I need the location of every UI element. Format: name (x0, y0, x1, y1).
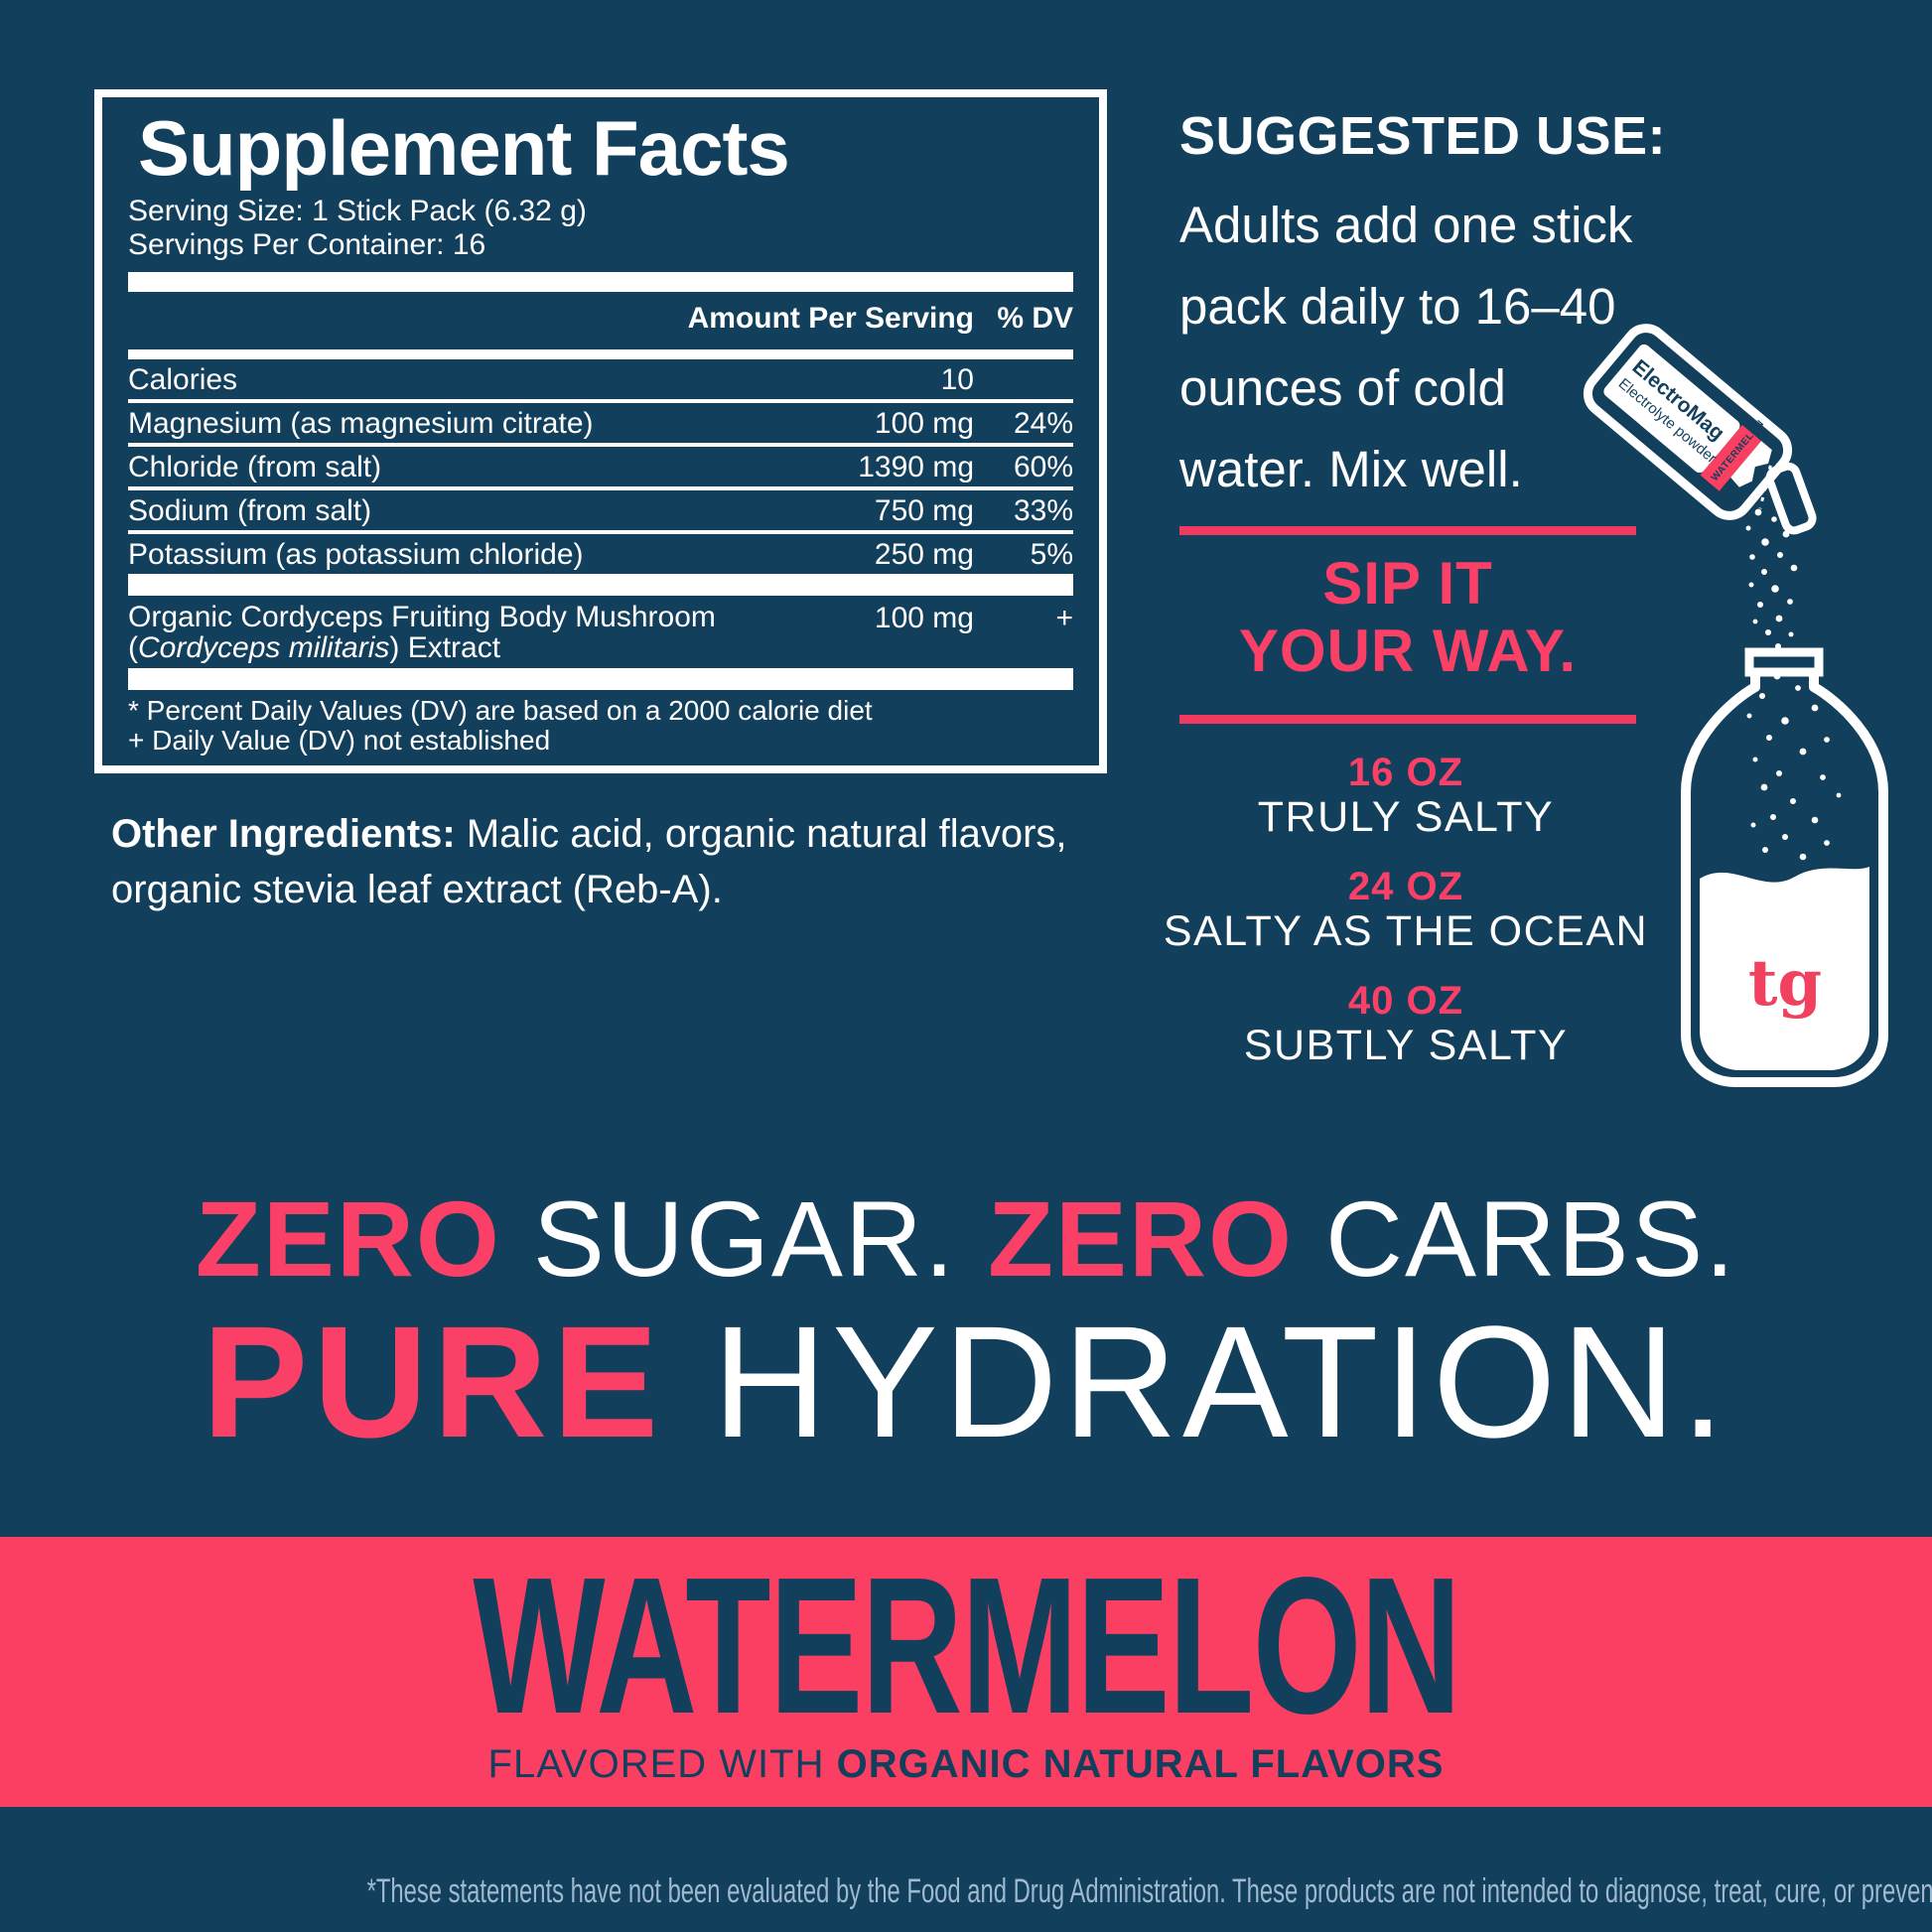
cordyceps-latin-name: Cordyceps militaris (138, 631, 390, 664)
facts-header-row: Amount Per Serving % DV (128, 292, 1073, 344)
thick-rule (128, 668, 1073, 690)
nutrient-row-magnesium: Magnesium (as magnesium citrate) 100 mg … (128, 403, 1073, 447)
sip-label: SALTY AS THE OCEAN (1163, 907, 1649, 955)
other-ingredients: Other Ingredients: Malic acid, organic n… (111, 806, 1183, 917)
headline-sugar: SUGAR. (500, 1178, 988, 1299)
flavor-name: WATERMELON (472, 1537, 1461, 1755)
headline-carbs: CARBS. (1294, 1178, 1737, 1299)
cordyceps-line2-pre: ( (128, 631, 138, 664)
fda-disclaimer: *These statements have not been evaluate… (366, 1872, 1932, 1910)
footnote-dv-not-established: + Daily Value (DV) not established (128, 725, 551, 756)
facts-footnotes: * Percent Daily Values (DV) are based on… (128, 696, 1073, 756)
servings-per-container: Servings Per Container: 16 (128, 228, 486, 261)
supplement-facts-panel: Supplement Facts Serving Size: 1 Stick P… (94, 89, 1107, 773)
sip-ounces: 16 OZ (1347, 751, 1464, 794)
thick-rule (128, 574, 1073, 596)
sip-label: SUBTLY SALTY (1243, 1022, 1569, 1069)
flavor-banner: WATERMELON FLAVORED WITH ORGANIC NATURAL… (0, 1537, 1932, 1807)
nutrient-row-cordyceps-extract: Organic Cordyceps Fruiting Body Mushroom… (128, 596, 1073, 668)
sip-options-list: 16 OZ TRULY SALTY 24 OZ SALTY AS THE OCE… (1120, 751, 1692, 1093)
sip-option-16oz: 16 OZ TRULY SALTY (1120, 751, 1692, 840)
suggested-use-section: SUGGESTED USE: Adults add one stick pack… (1179, 105, 1775, 510)
sip-option-40oz: 40 OZ SUBTLY SALTY (1120, 979, 1692, 1068)
headline-zero-sugar-zero-carbs: ZERO SUGAR. ZERO CARBS. (0, 1185, 1932, 1293)
suggested-use-heading: SUGGESTED USE: (1179, 106, 1667, 166)
nutrient-row-calories: Calories 10 (128, 359, 1073, 403)
pink-divider-top (1179, 526, 1636, 535)
cordyceps-line1: Organic Cordyceps Fruiting Body Mushroom (128, 601, 716, 633)
stick-pack-illustration: ElectroMag Electrolyte powder WATERMELON (1583, 324, 1793, 520)
cordyceps-dv: + (1055, 602, 1073, 634)
sip-label: TRULY SALTY (1257, 793, 1555, 841)
sip-it-your-way-heading: SIP IT YOUR WAY. (1238, 550, 1578, 684)
other-ingredients-text: Malic acid, organic natural flavors, org… (111, 812, 1067, 911)
headline-zero-2: ZERO (987, 1178, 1294, 1299)
tg-logo: tg (1748, 946, 1822, 1021)
cordyceps-amount: 100 mg (874, 602, 974, 634)
nutrient-row-chloride: Chloride (from salt) 1390 mg 60% (128, 447, 1073, 490)
headline-zero-1: ZERO (195, 1178, 501, 1299)
sip-ounces: 40 OZ (1347, 979, 1464, 1023)
headline-pure: PURE (202, 1293, 664, 1470)
cordyceps-line2-post: ) Extract (389, 631, 501, 664)
footnote-percent-dv: * Percent Daily Values (DV) are based on… (128, 695, 873, 726)
torn-flap-icon (1765, 462, 1817, 535)
bottle-liquid (1700, 867, 1869, 1070)
sip-ounces: 24 OZ (1347, 865, 1464, 908)
nutrient-row-sodium: Sodium (from salt) 750 mg 33% (128, 490, 1073, 534)
headline-pure-hydration: PURE HYDRATION. (0, 1303, 1932, 1461)
bottle-illustration: tg (1681, 647, 1888, 1087)
flavor-subtitle: FLAVORED WITH ORGANIC NATURAL FLAVORS (487, 1741, 1445, 1786)
suggested-use-line: water. Mix well. (1179, 441, 1523, 497)
thin-rule (128, 349, 1073, 359)
other-ingredients-label: Other Ingredients: (111, 812, 456, 856)
suggested-use-line: Adults add one stick (1179, 197, 1633, 253)
serving-size: Serving Size: 1 Stick Pack (6.32 g) (128, 195, 587, 227)
thick-rule (128, 272, 1073, 292)
headline-hydration: HYDRATION. (663, 1293, 1730, 1470)
powder-stream (1745, 508, 1842, 861)
facts-title: Supplement Facts (138, 104, 790, 192)
pouring-illustration: ElectroMag Electrolyte powder WATERMELON (1583, 324, 1888, 1087)
suggested-use-line: ounces of cold (1179, 359, 1506, 416)
column-amount-per-serving: Amount Per Serving (687, 302, 974, 335)
sip-option-24oz: 24 OZ SALTY AS THE OCEAN (1120, 865, 1692, 954)
nutrient-row-potassium: Potassium (as potassium chloride) 250 mg… (128, 538, 1073, 571)
column-percent-dv: % DV (997, 302, 1073, 335)
pink-divider-bottom (1179, 715, 1636, 724)
suggested-use-line: pack daily to 16–40 (1179, 278, 1616, 335)
